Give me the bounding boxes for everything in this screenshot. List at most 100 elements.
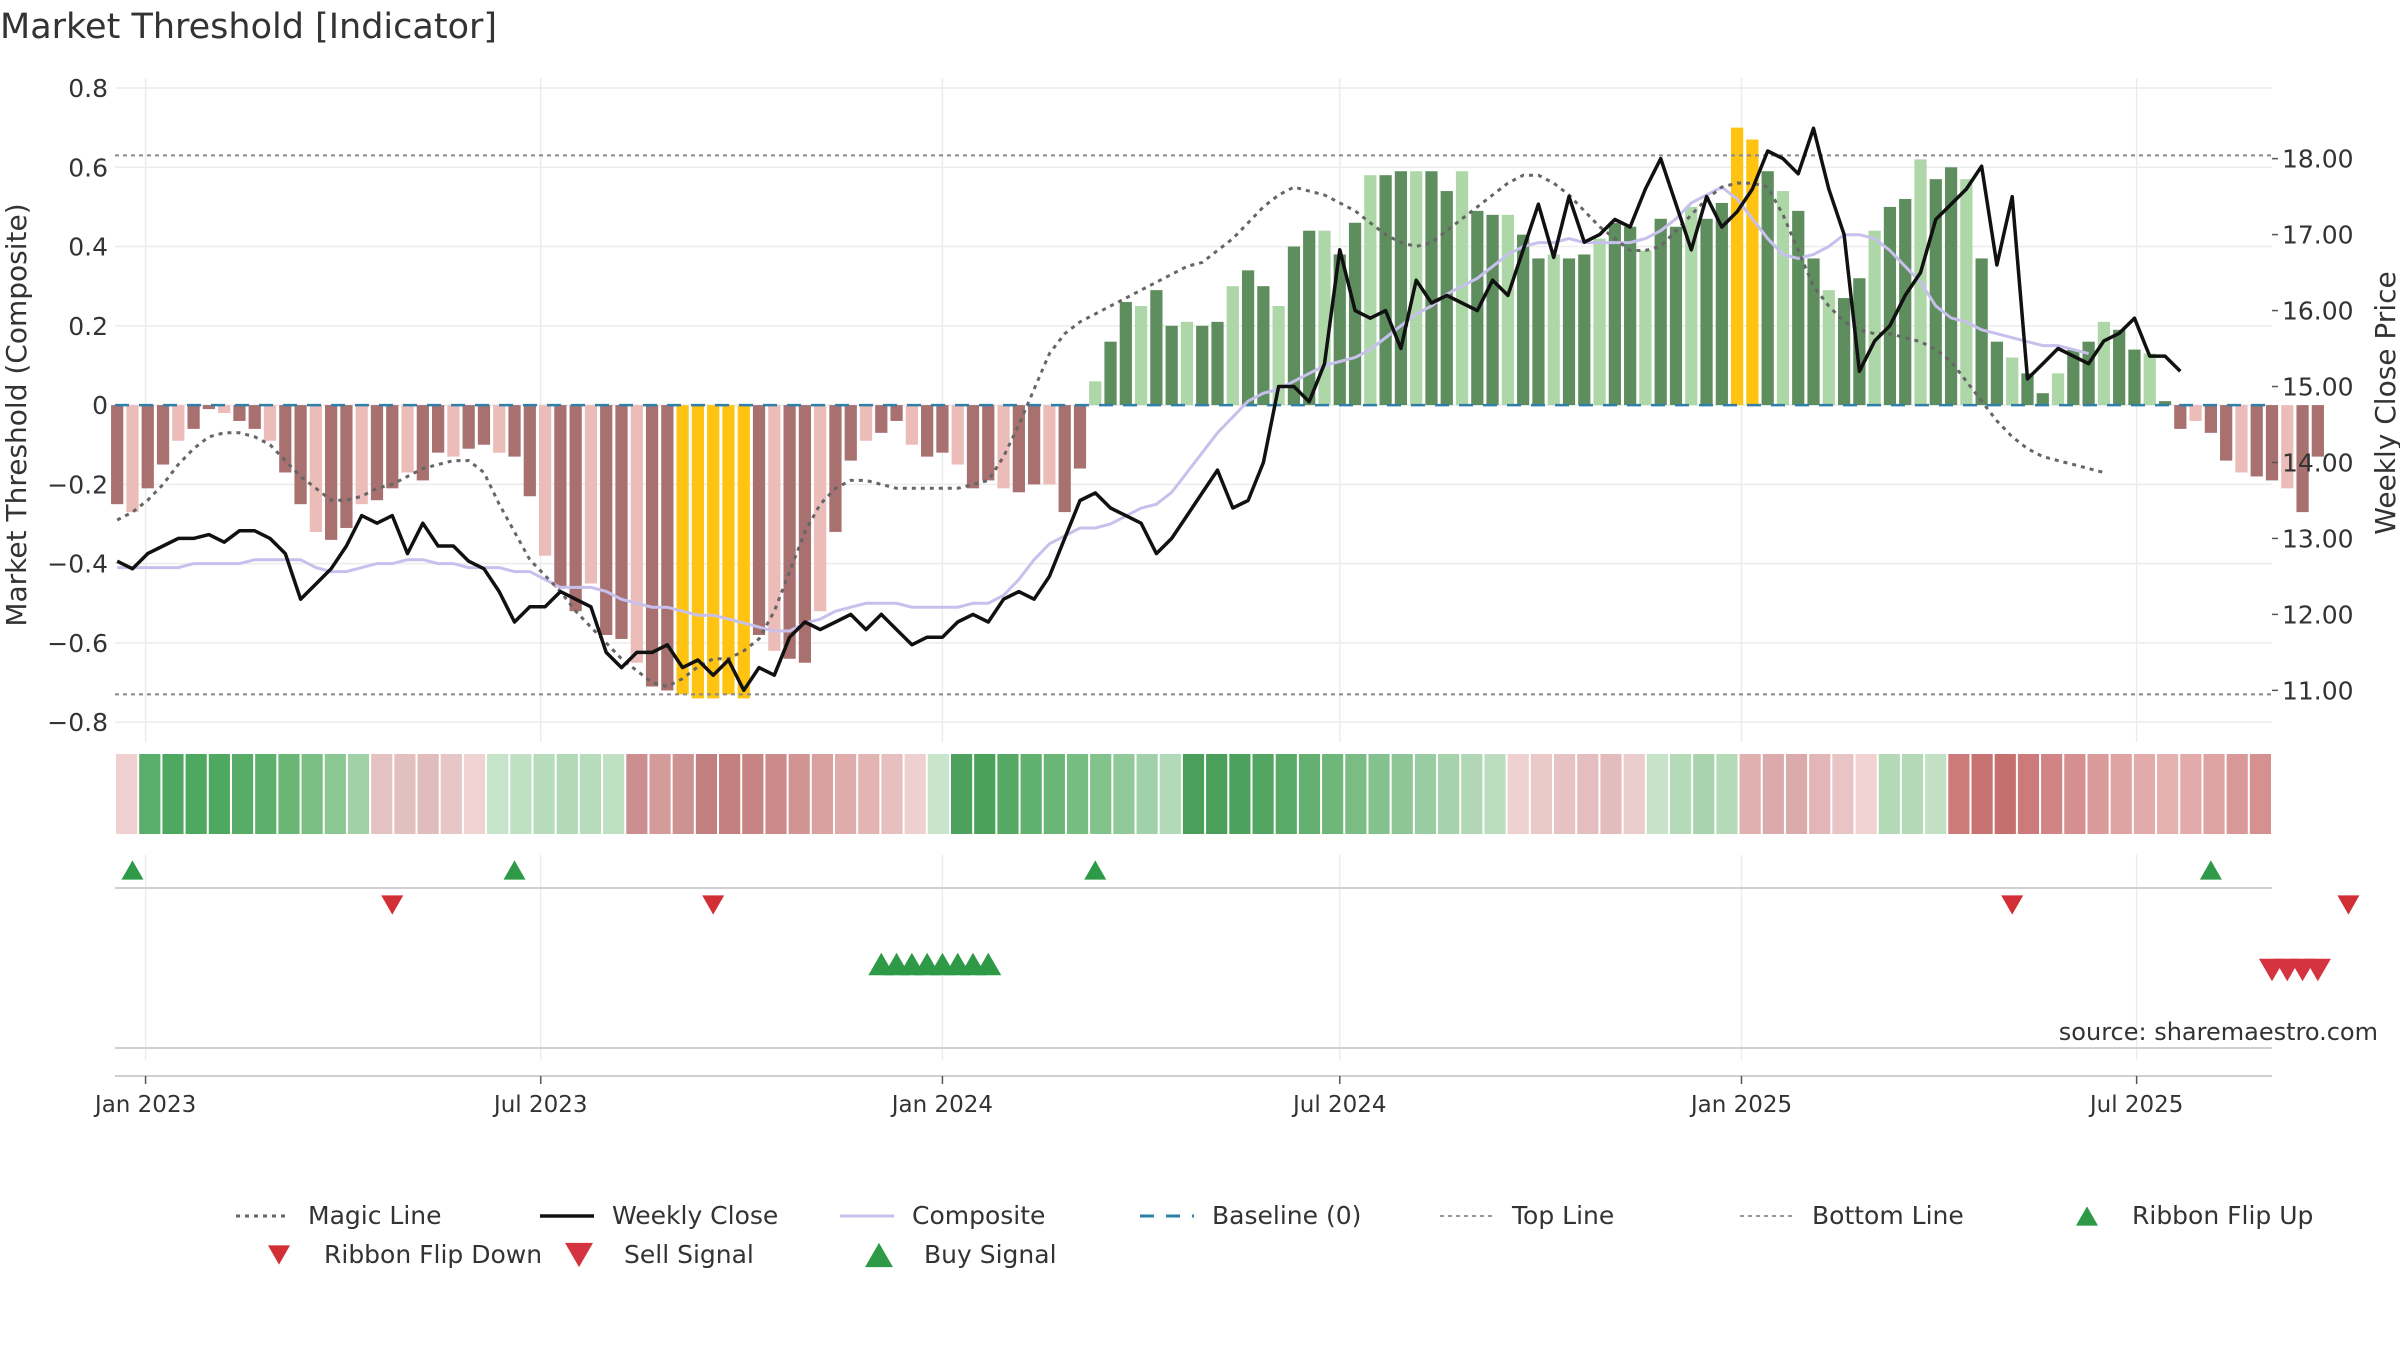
composite-bar: [966, 405, 980, 489]
composite-bar: [2051, 373, 2065, 406]
ribbon-cell: [974, 754, 996, 834]
ribbon-cell: [1090, 754, 1112, 834]
composite-bar: [1119, 302, 1132, 406]
composite-bar: [248, 405, 261, 429]
composite-bar: [600, 405, 613, 635]
ribbon-flip-up-marker: [503, 860, 526, 880]
composite-bar: [1150, 290, 1163, 406]
composite-bar: [1043, 405, 1056, 485]
composite-bar: [1654, 218, 1667, 406]
ribbon-cell: [579, 754, 602, 834]
composite-bar: [951, 405, 964, 465]
ribbon-cell: [440, 754, 462, 834]
ribbon-cell: [2249, 754, 2271, 834]
ribbon-cell: [394, 754, 416, 834]
legend-swatch-flip-down: [268, 1245, 290, 1265]
y-tick-left: 0.6: [68, 153, 108, 182]
composite-bar: [477, 405, 491, 445]
composite-bar: [1532, 258, 1545, 406]
composite-bar: [1165, 325, 1178, 406]
legend-item: Ribbon Flip Down: [324, 1240, 542, 1269]
ribbon-cell: [1971, 754, 1993, 834]
composite-line: [117, 185, 2089, 633]
legend-swatch-buy: [865, 1242, 893, 1268]
legend-label: Top Line: [1511, 1201, 1614, 1230]
ribbon-cell: [324, 754, 346, 834]
legend-item: Baseline (0): [1140, 1201, 1361, 1230]
sell-signal-marker: [2304, 958, 2331, 982]
y-tick-right: 15.00: [2282, 373, 2354, 402]
composite-bar: [218, 405, 231, 414]
y-tick-left: −0.6: [47, 629, 108, 658]
composite-bar: [645, 405, 659, 687]
ribbon-cell: [672, 754, 694, 834]
composite-bar: [1883, 206, 1897, 406]
composite-bar: [921, 405, 934, 457]
composite-bar: [707, 405, 720, 699]
ribbon-cell: [533, 754, 555, 834]
ribbon-cell: [811, 754, 833, 834]
composite-bar: [1104, 341, 1117, 406]
composite-bar: [1440, 191, 1453, 406]
composite-bar: [1990, 341, 2004, 406]
legend-swatch-sell: [565, 1242, 593, 1268]
composite-bar: [2174, 405, 2187, 429]
ribbon-cell: [881, 754, 903, 834]
x-tick: Jan 2024: [890, 1092, 993, 1118]
ribbon-cell: [649, 754, 671, 834]
composite-bar: [401, 405, 414, 473]
y-tick-left: 0.8: [68, 74, 108, 103]
composite-bar: [1226, 286, 1239, 406]
ribbon-cell: [2110, 754, 2132, 834]
composite-bar: [2311, 405, 2324, 457]
composite-bar: [202, 405, 215, 410]
legend-label: Composite: [912, 1201, 1045, 1230]
x-tick: Jul 2023: [492, 1092, 588, 1118]
ribbon-cell: [1693, 754, 1715, 834]
ribbon-cell: [417, 754, 439, 834]
composite-bar: [691, 405, 705, 699]
composite-bar: [936, 405, 949, 453]
composite-bar: [1455, 171, 1469, 406]
ribbon-cell: [1855, 754, 1877, 834]
ribbon-cell: [1229, 754, 1251, 834]
y-tick-right: 14.00: [2282, 448, 2354, 477]
ribbon-cell: [1507, 754, 1529, 834]
legend-item: Ribbon Flip Up: [2132, 1201, 2313, 1230]
composite-bar: [1425, 171, 1438, 406]
composite-bar: [432, 405, 445, 453]
composite-bar: [1593, 238, 1606, 406]
ribbon-cell: [1461, 754, 1483, 834]
composite-bar: [1761, 171, 1774, 406]
ribbon-cell: [1832, 754, 1854, 834]
ribbon-cell: [1391, 754, 1413, 834]
x-tick: Jul 2025: [2088, 1092, 2184, 1118]
composite-bar: [859, 405, 873, 441]
ribbon-cell: [185, 754, 207, 834]
composite-bar: [1089, 381, 1102, 406]
y-tick-left: 0.2: [68, 312, 108, 341]
ribbon-cell: [626, 754, 648, 834]
composite-bar: [1257, 286, 1270, 406]
y-tick-left: 0: [92, 391, 108, 420]
composite-bar: [538, 405, 552, 556]
ribbon-cell: [463, 754, 486, 834]
composite-bar: [1287, 246, 1301, 406]
composite-bar: [1853, 278, 1866, 406]
ribbon-cell: [1252, 754, 1274, 834]
legend-label: Magic Line: [308, 1201, 442, 1230]
composite-bar: [263, 405, 277, 441]
composite-bar: [1379, 175, 1392, 406]
legend-label: Sell Signal: [624, 1240, 754, 1269]
ribbon-cell: [1438, 754, 1460, 834]
axes: 0.8 0.6 0.4 0.2 0 −0.2 −0.4 −0.6 −0.8 18.00 17.00 1…: [47, 74, 2353, 1118]
composite-bar: [569, 405, 582, 612]
composite-bar: [1822, 290, 1835, 406]
composite-bar: [1608, 222, 1621, 406]
ribbon-cell: [162, 754, 184, 834]
legend-label: Bottom Line: [1812, 1201, 1964, 1230]
ribbon-flip-down-marker: [2001, 895, 2024, 915]
composite-bar: [1899, 198, 1912, 406]
composite-bar: [814, 405, 827, 612]
